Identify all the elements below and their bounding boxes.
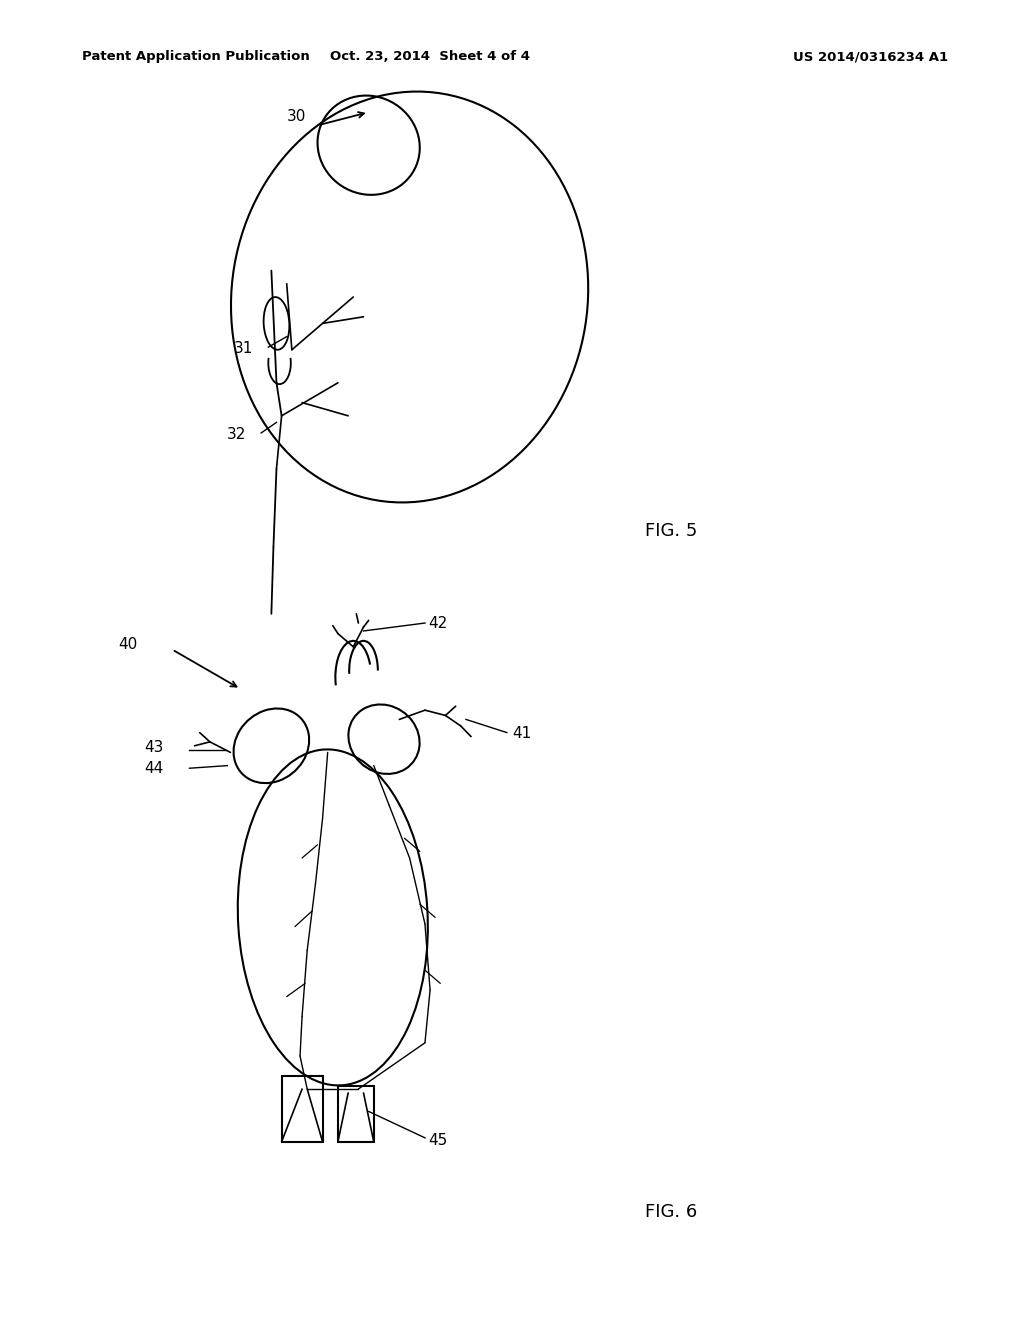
Text: FIG. 5: FIG. 5	[645, 521, 697, 540]
Text: Patent Application Publication: Patent Application Publication	[82, 50, 309, 63]
Text: 44: 44	[144, 760, 164, 776]
Text: 45: 45	[428, 1133, 447, 1148]
Text: US 2014/0316234 A1: US 2014/0316234 A1	[793, 50, 948, 63]
Text: 31: 31	[233, 341, 253, 356]
Text: FIG. 6: FIG. 6	[645, 1203, 697, 1221]
Text: 42: 42	[428, 615, 447, 631]
Text: 40: 40	[118, 636, 137, 652]
Text: Oct. 23, 2014  Sheet 4 of 4: Oct. 23, 2014 Sheet 4 of 4	[330, 50, 530, 63]
Text: 43: 43	[144, 739, 164, 755]
Text: 32: 32	[226, 426, 246, 442]
Text: 30: 30	[287, 108, 306, 124]
Text: 41: 41	[512, 726, 531, 742]
